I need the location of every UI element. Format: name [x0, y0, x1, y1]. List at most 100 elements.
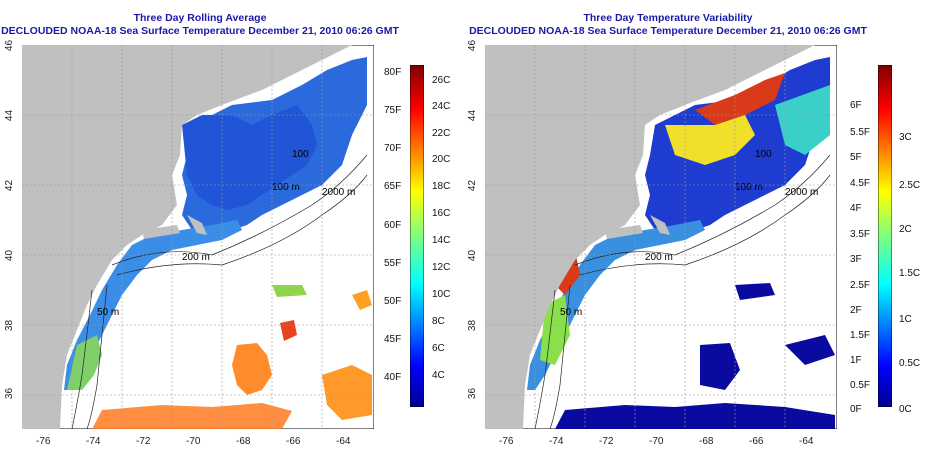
high-variability-north — [695, 73, 785, 125]
colorbar-f-label: 75F — [384, 105, 402, 116]
contour-50m — [534, 289, 556, 429]
x-tick: -74 — [86, 436, 101, 447]
x-tick: -70 — [649, 436, 664, 447]
gulf-stream-patch-3 — [322, 365, 372, 420]
x-tick: -68 — [699, 436, 714, 447]
contour-label-50m: 50 m — [97, 307, 119, 318]
colorbar-f-label: 1.5F — [850, 330, 871, 341]
colorbar-f-label: 1F — [850, 355, 862, 366]
x-tick: -72 — [599, 436, 614, 447]
colorbar-f-label: 50F — [384, 296, 402, 307]
contour-label-100: 100 — [292, 149, 309, 160]
cape-cod — [187, 215, 207, 235]
colorbar-c-label: 14C — [432, 235, 451, 246]
left-title: Three Day Rolling Average DECLOUDED NOAA… — [0, 12, 400, 38]
colorbar-c-label: 2.5C — [899, 180, 921, 191]
right-colorbar — [878, 65, 892, 407]
colorbar-f-label: 55F — [384, 258, 402, 269]
contour-label-2000m: 2000 m — [322, 187, 355, 198]
y-tick: 36 — [467, 387, 479, 400]
colorbar-f-label: 70F — [384, 143, 402, 154]
colorbar-f-label: 5.5F — [850, 127, 871, 138]
y-tick: 42 — [467, 179, 479, 192]
y-tick: 46 — [4, 39, 16, 52]
x-tick: -76 — [499, 436, 514, 447]
x-tick: -64 — [799, 436, 814, 447]
northeast-shelf-sst — [182, 105, 317, 210]
colorbar-c-label: 24C — [432, 101, 451, 112]
colorbar-f-label: 5F — [850, 152, 862, 163]
y-tick: 46 — [467, 39, 479, 52]
y-tick: 38 — [467, 319, 479, 332]
x-tick: -70 — [186, 436, 201, 447]
colorbar-c-label: 10C — [432, 289, 451, 300]
colorbar-f-label: 6F — [850, 100, 862, 111]
x-tick: -74 — [549, 436, 564, 447]
contour-100m — [549, 284, 571, 429]
right-title: Three Day Temperature Variability DECLOU… — [458, 12, 878, 38]
colorbar-c-label: 1C — [899, 314, 912, 325]
x-tick: -68 — [236, 436, 251, 447]
left-title-line2: DECLOUDED NOAA-18 Sea Surface Temperatur… — [1, 25, 399, 37]
offshore-low-variability-4 — [785, 335, 835, 365]
moderate-variability-ne — [665, 115, 755, 165]
x-tick: -66 — [286, 436, 301, 447]
y-tick: 42 — [4, 179, 16, 192]
contour-label-200m: 200 m — [645, 252, 673, 263]
x-tick: -76 — [36, 436, 51, 447]
colorbar-c-label: 2C — [899, 224, 912, 235]
contour-50m — [71, 289, 93, 429]
gulf-stream-patch-5 — [352, 290, 372, 310]
colorbar-f-label: 4.5F — [850, 178, 871, 189]
right-title-line1: Three Day Temperature Variability — [583, 12, 753, 24]
long-island — [605, 225, 643, 239]
x-tick: -64 — [336, 436, 351, 447]
colorbar-c-label: 6C — [432, 343, 445, 354]
colorbar-c-label: 0.5C — [899, 358, 921, 369]
colorbar-f-label: 65F — [384, 181, 402, 192]
colorbar-c-label: 22C — [432, 128, 451, 139]
colorbar-f-label: 3.5F — [850, 229, 871, 240]
land-mass — [22, 45, 352, 429]
gulf-stream-patch-2 — [280, 320, 297, 341]
gulf-stream-patch-1 — [232, 343, 272, 395]
colorbar-f-label: 80F — [384, 67, 402, 78]
colorbar-c-label: 12C — [432, 262, 451, 273]
contour-200m — [111, 154, 368, 266]
colorbar-f-label: 2.5F — [850, 280, 871, 291]
colorbar-f-label: 60F — [384, 220, 402, 231]
colorbar-f-label: 4F — [850, 203, 862, 214]
colorbar-c-label: 8C — [432, 316, 445, 327]
gulf-stream-patch-4 — [92, 403, 292, 429]
cape-cod — [650, 215, 670, 235]
contour-label-100m: 100 m — [272, 182, 300, 193]
colorbar-f-label: 2F — [850, 305, 862, 316]
offshore-low-variability-3 — [555, 403, 835, 429]
offshore-low-variability-1 — [700, 343, 740, 390]
x-tick: -66 — [749, 436, 764, 447]
colorbar-c-label: 1.5C — [899, 268, 921, 279]
colorbar-c-label: 0C — [899, 404, 912, 415]
long-island — [142, 225, 180, 239]
colorbar-c-label: 4C — [432, 370, 445, 381]
colorbar-c-label: 16C — [432, 208, 451, 219]
y-tick: 38 — [4, 319, 16, 332]
y-tick: 44 — [4, 109, 16, 122]
colorbar-c-label: 3C — [899, 132, 912, 143]
contour-label-200m: 200 m — [182, 252, 210, 263]
contour-label-50m: 50 m — [560, 307, 582, 318]
left-colorbar — [410, 65, 424, 407]
colorbar-c-label: 18C — [432, 181, 451, 192]
right-grid — [485, 45, 837, 429]
colorbar-c-label: 20C — [432, 154, 451, 165]
y-tick: 40 — [467, 249, 479, 262]
colorbar-f-label: 45F — [384, 334, 402, 345]
southern-shelf-sst — [67, 335, 102, 390]
land-mass — [485, 45, 815, 429]
variability-green-shelf — [540, 295, 570, 365]
offshore-low-variability-2 — [735, 283, 775, 300]
left-title-line1: Three Day Rolling Average — [133, 12, 267, 24]
colorbar-f-label: 0F — [850, 404, 862, 415]
contour-label-2000m: 2000 m — [785, 187, 818, 198]
y-tick: 44 — [467, 109, 479, 122]
